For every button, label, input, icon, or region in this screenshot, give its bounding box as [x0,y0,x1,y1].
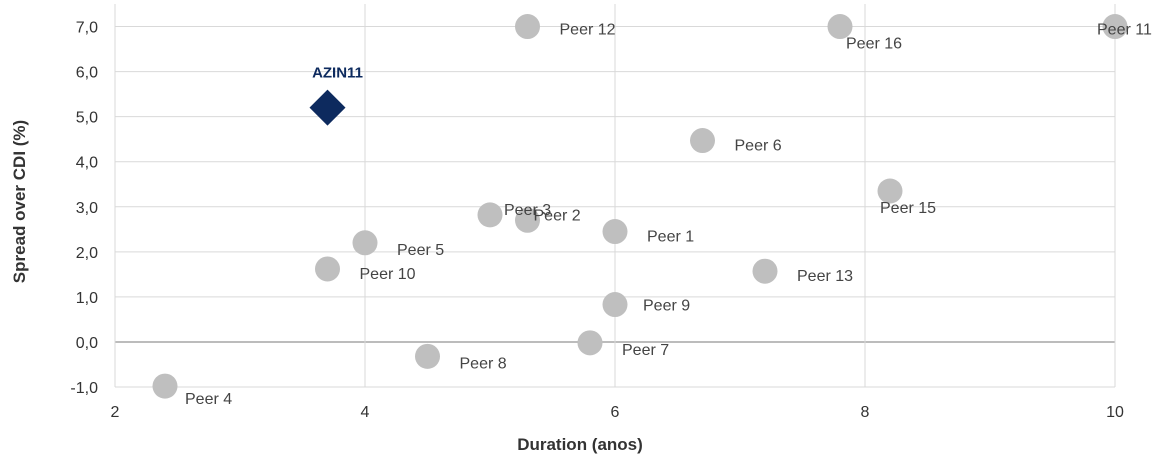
peer-point-label: Peer 9 [643,298,690,315]
peer-point-label: Peer 4 [185,391,232,408]
y-tick-label: 0,0 [76,335,98,352]
y-tick-label: 2,0 [76,245,98,262]
peer-point-label: Peer 5 [397,242,444,259]
y-tick-label: -1,0 [70,380,98,397]
peer-point [690,128,715,154]
peer-point-label: Peer 7 [622,342,669,359]
x-tick-label: 4 [361,404,370,421]
peer-point [577,330,603,356]
y-tick-label: 7,0 [76,20,98,37]
peer-point [752,258,778,284]
y-tick-label: 3,0 [76,200,98,217]
peer-point [515,14,540,40]
peer-point [515,207,540,233]
x-axis-title: Duration (anos) [517,435,643,454]
peer-point-label: Peer 15 [880,200,936,217]
peer-point-label: Peer 8 [460,355,507,372]
peer-point-label: Peer 13 [797,268,853,285]
peer-point-label: Peer 6 [735,138,782,155]
x-tick-label: 10 [1106,404,1124,421]
peer-point-label: Peer 10 [360,266,416,283]
y-tick-label: 6,0 [76,65,98,82]
peer-point-label: Peer 16 [846,36,902,53]
peer-point-label: Peer 3 [504,202,551,219]
x-tick-label: 6 [611,404,620,421]
peer-point [152,373,178,399]
peer-point-label: Peer 1 [647,229,694,246]
peer-point [315,256,340,282]
peer-point [827,14,853,40]
x-tick-label: 8 [861,404,870,421]
peer-point-label: Peer 12 [560,22,616,39]
peer-point [877,178,903,204]
peer-point [352,230,378,256]
highlight-point-label: AZIN11 [312,65,363,82]
peer-point [1102,14,1128,40]
peer-point-label: Peer 11 [1097,22,1152,39]
peer-point-label: Peer 2 [534,207,581,224]
y-axis-title: Spread over CDI (%) [10,120,29,283]
peer-point [602,219,628,245]
peer-point [415,343,440,369]
x-tick-label: 2 [111,404,120,421]
y-tick-label: 1,0 [76,290,98,307]
y-tick-label: 4,0 [76,155,98,172]
highlight-diamond-point [309,89,346,126]
peer-point [477,202,503,228]
y-tick-label: 5,0 [76,110,98,127]
peer-point [602,292,628,318]
